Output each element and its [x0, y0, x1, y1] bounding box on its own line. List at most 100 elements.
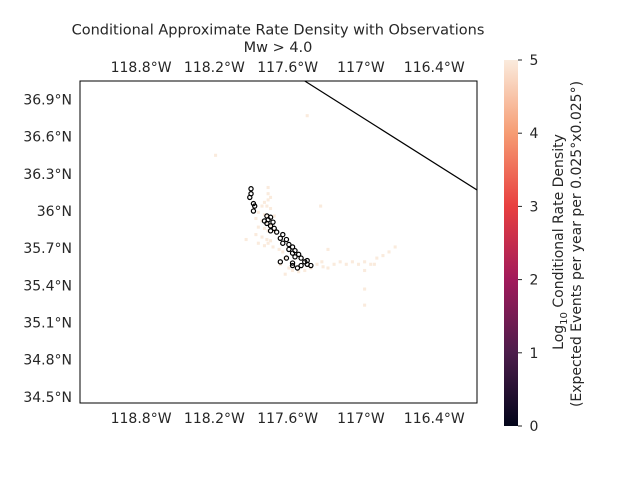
rate-cell [266, 185, 270, 190]
colorbar-label-rest: Conditional Rate Density [551, 134, 567, 312]
rate-cell [320, 260, 324, 264]
rate-cell [305, 114, 309, 118]
rate-cell [265, 237, 269, 242]
bottom-lon-tick-label: 117.6°W [257, 411, 318, 427]
colorbar-tick-label: 1 [530, 346, 539, 362]
observation-marker [270, 219, 276, 225]
top-lon-tick-label: 116.4°W [404, 60, 465, 76]
lat-tick-label: 36.3°N [23, 167, 72, 183]
rate-cell [269, 195, 273, 199]
rate-cell [262, 226, 266, 230]
left-lat-ticks: 36.9°N 36.6°N 36.3°N 36°N 35.7°N 35.4°N 35.1°N… [23, 93, 72, 406]
lat-tick-label: 35.4°N [23, 278, 72, 294]
lat-tick-label: 35.7°N [23, 241, 72, 257]
boundary-layer [304, 81, 477, 191]
observation-marker [292, 254, 298, 260]
lat-tick-label: 36°N [37, 204, 72, 220]
rate-cell [387, 250, 391, 254]
rate-cell [214, 153, 218, 157]
rate-cell [256, 225, 260, 229]
rate-cell [262, 200, 266, 204]
observation-marker [280, 240, 286, 246]
bottom-lon-tick-label: 116.4°W [404, 411, 465, 427]
observation-marker [286, 241, 292, 248]
rate-cell [266, 192, 270, 196]
rate-cell [326, 266, 330, 270]
map-frame [79, 80, 478, 404]
rate-cell [291, 268, 295, 273]
rate-cell [321, 265, 325, 269]
rate-cell [262, 213, 266, 217]
top-lon-tick-label: 118.2°W [184, 60, 245, 76]
rate-cell [272, 214, 276, 218]
rate-cell [319, 204, 323, 208]
rate-cell [297, 270, 301, 274]
observation-marker [247, 194, 253, 201]
observation-marker [251, 203, 258, 209]
observation-marker [289, 262, 296, 269]
top-lon-tick-label: 117.6°W [257, 60, 318, 76]
rate-cell [256, 241, 260, 245]
bottom-lon-tick-label: 118.2°W [184, 411, 245, 427]
bottom-lon-tick-label: 118.8°W [111, 411, 172, 427]
rate-cell [262, 244, 266, 248]
observation-marker [308, 262, 314, 269]
rate-cell [375, 256, 379, 260]
colorbar-label-line2: (Expected Events per year per 0.025°x0.0… [569, 81, 585, 407]
rate-cell [266, 198, 270, 202]
observation-marker [289, 244, 296, 250]
observation-marker [271, 225, 277, 232]
rate-cell [283, 256, 287, 260]
observation-marker [264, 220, 270, 227]
map-title-line2: Mw > 4.0 [244, 40, 313, 56]
rate-cell [283, 272, 287, 276]
rate-cell [363, 268, 367, 273]
observation-marker [250, 208, 257, 214]
observation-marker [280, 231, 286, 238]
rate-cell [269, 223, 273, 227]
rate-cell [332, 262, 336, 266]
rate-cell [254, 216, 258, 221]
rate-cell [265, 204, 269, 208]
rate-cell [393, 245, 397, 249]
rate-cell [281, 250, 285, 254]
colorbar-label-line1: Log10 Conditional Rate Density [551, 134, 570, 350]
observation-marker [283, 236, 290, 243]
colorbar-tick-label: 4 [530, 126, 539, 142]
colorbar-ticks: 0 1 2 3 4 5 [518, 53, 539, 435]
rate-cell [326, 247, 330, 251]
bottom-lon-ticks: 118.8°W 118.2°W 117.6°W 117°W 116.4°W [111, 411, 465, 427]
bottom-lon-tick-label: 117°W [337, 411, 385, 427]
lat-tick-label: 34.5°N [23, 390, 72, 406]
top-lon-tick-label: 118.8°W [111, 60, 172, 76]
rate-cell [260, 204, 264, 208]
colorbar [504, 60, 518, 426]
rate-cell [266, 241, 270, 245]
lat-tick-label: 36.6°N [23, 130, 72, 146]
rate-cell [265, 220, 269, 224]
lat-tick-label: 35.1°N [23, 316, 72, 332]
rate-cell [356, 262, 361, 266]
rate-cell [260, 235, 264, 239]
rate-cell [369, 262, 373, 266]
observation-marker [289, 250, 296, 256]
observation-marker [298, 262, 304, 269]
observation-marker [298, 255, 304, 261]
rate-cell [338, 260, 342, 264]
colorbar-tick-label: 5 [530, 53, 539, 69]
colorbar-label-sub: 10 [559, 312, 570, 325]
boundary-line [304, 81, 477, 191]
rate-cell [287, 266, 291, 270]
rate-cell [363, 260, 367, 264]
rate-cell [350, 260, 354, 264]
rate-cell [256, 210, 260, 214]
observation-marker [248, 186, 254, 192]
observation-marker [277, 235, 284, 241]
rate-cell [315, 262, 319, 266]
colorbar-tick-label: 3 [530, 199, 539, 215]
rate-cell [363, 303, 367, 307]
top-lon-tick-label: 117°W [337, 60, 385, 76]
observation-marker [267, 228, 274, 234]
